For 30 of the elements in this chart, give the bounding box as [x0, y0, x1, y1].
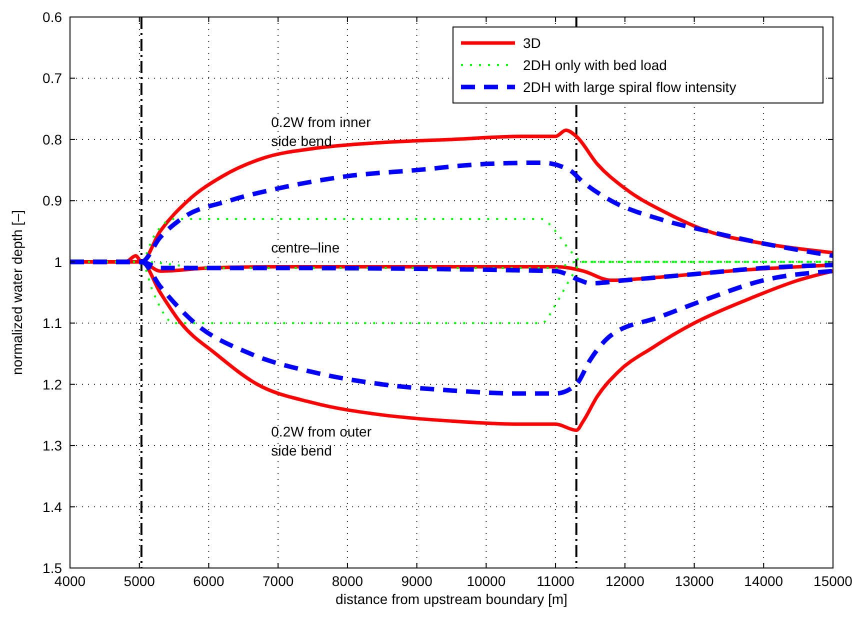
y-tick-label: 1.5 [42, 560, 62, 576]
y-tick-label: 1.3 [42, 438, 62, 454]
x-tick-label: 14000 [744, 573, 784, 589]
y-tick-label: 0.6 [42, 9, 62, 25]
y-tick-label: 0.8 [42, 131, 62, 148]
x-tick-label: 6000 [193, 573, 225, 589]
y-tick-label: 1 [54, 254, 62, 270]
y-axis-title: normalized water depth [–] [9, 210, 25, 375]
legend-label: 2DH with large spiral flow intensity [523, 79, 736, 95]
x-axis-title: distance from upstream boundary [m] [336, 591, 568, 607]
x-tick-label: 11000 [536, 573, 575, 589]
legend-label: 2DH only with bed load [523, 57, 667, 73]
x-tick-label: 7000 [262, 573, 294, 589]
y-tick-label: 0.7 [42, 70, 62, 86]
x-tick-label: 4000 [54, 573, 86, 589]
x-tick-label: 13000 [674, 573, 714, 589]
legend-label: 3D [523, 35, 541, 51]
y-tick-label: 1.4 [42, 498, 62, 515]
x-tick-label: 12000 [605, 573, 645, 589]
x-tick-label: 10000 [466, 573, 506, 589]
x-tick-label: 9000 [401, 573, 433, 589]
annotation: centre–line [271, 240, 340, 256]
x-tick-label: 8000 [332, 573, 364, 589]
x-tick-label: 5000 [124, 573, 156, 589]
y-tick-label: 1.2 [42, 376, 62, 392]
annotation: 0.2W from outer side bend [271, 423, 372, 458]
x-tick-label: 15000 [814, 573, 853, 589]
annotation: 0.2W from inner side bend [271, 114, 372, 150]
y-tick-label: 0.9 [42, 192, 62, 209]
y-tick-label: 1.1 [42, 315, 62, 332]
